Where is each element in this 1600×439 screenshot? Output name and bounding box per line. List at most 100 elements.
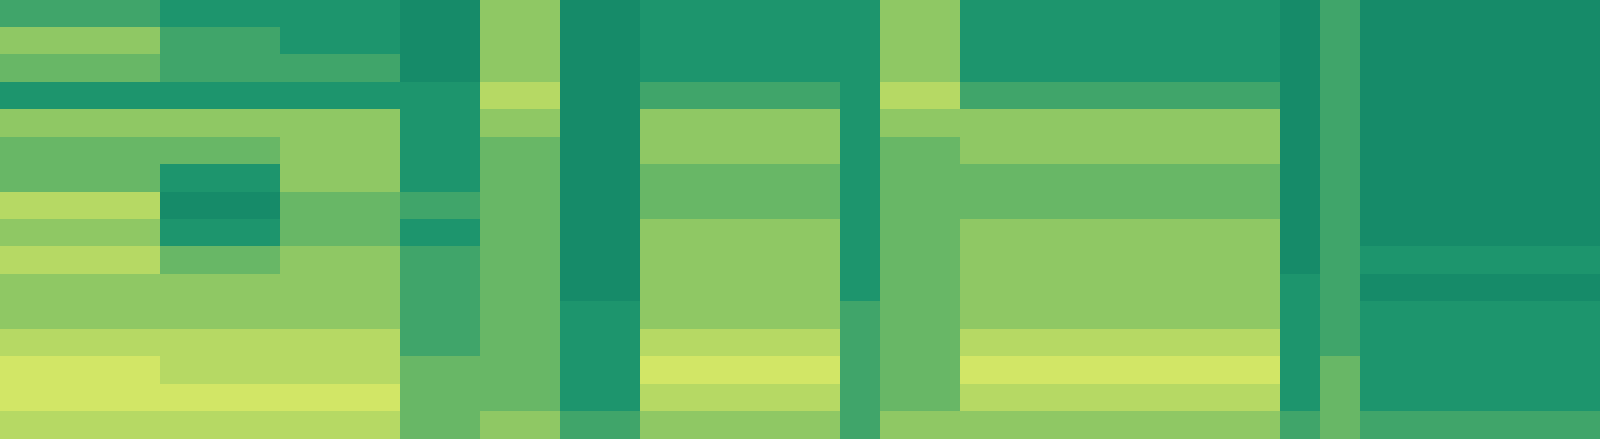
cell <box>1200 274 1240 302</box>
cell <box>1440 164 1480 193</box>
cell <box>240 219 280 247</box>
cell <box>1000 384 1040 412</box>
cell <box>120 164 160 193</box>
cell <box>80 356 120 385</box>
cell <box>120 384 160 412</box>
cell <box>920 246 960 275</box>
cell <box>1040 384 1080 412</box>
cell <box>1560 356 1600 385</box>
cell <box>280 274 320 302</box>
cell <box>840 27 880 55</box>
cell <box>1360 411 1400 439</box>
cell <box>1120 27 1160 55</box>
cell <box>1520 384 1560 412</box>
cell <box>1520 219 1560 247</box>
cell <box>1040 192 1080 220</box>
cell <box>920 82 960 110</box>
cell <box>840 329 880 357</box>
cell <box>1000 301 1040 330</box>
cell <box>440 137 480 165</box>
cell <box>1360 82 1400 110</box>
cell <box>640 137 680 165</box>
cell <box>1080 411 1120 439</box>
cell <box>440 109 480 138</box>
cell <box>1360 54 1400 83</box>
cell <box>120 109 160 138</box>
cell <box>120 246 160 275</box>
cell <box>1240 384 1280 412</box>
cell <box>1080 219 1120 247</box>
cell <box>1200 0 1240 28</box>
cell <box>1000 274 1040 302</box>
cell <box>1360 109 1400 138</box>
cell <box>920 411 960 439</box>
cell <box>120 301 160 330</box>
cell <box>1440 82 1480 110</box>
cell <box>480 164 520 193</box>
cell <box>520 329 560 357</box>
cell <box>160 27 200 55</box>
cell <box>80 0 120 28</box>
cell <box>1040 137 1080 165</box>
cell <box>1080 384 1120 412</box>
cell <box>40 301 80 330</box>
cell <box>760 329 800 357</box>
cell <box>80 246 120 275</box>
cell <box>1560 109 1600 138</box>
cell <box>760 54 800 83</box>
cell <box>120 192 160 220</box>
cell <box>880 54 920 83</box>
cell <box>720 301 760 330</box>
cell <box>800 109 840 138</box>
cell <box>400 411 440 439</box>
cell <box>320 356 360 385</box>
cell <box>120 54 160 83</box>
cell <box>840 0 880 28</box>
cell <box>960 274 1000 302</box>
cell <box>280 219 320 247</box>
cell <box>1320 411 1360 439</box>
cell <box>200 356 240 385</box>
cell <box>680 384 720 412</box>
cell <box>320 384 360 412</box>
cell <box>1200 164 1240 193</box>
cell <box>1360 274 1400 302</box>
cell <box>200 54 240 83</box>
cell <box>400 54 440 83</box>
cell <box>520 246 560 275</box>
cell <box>1080 0 1120 28</box>
cell <box>480 82 520 110</box>
cell <box>600 164 640 193</box>
cell <box>720 137 760 165</box>
cell <box>400 137 440 165</box>
cell <box>1160 411 1200 439</box>
cell <box>960 384 1000 412</box>
cell <box>0 192 40 220</box>
cell <box>280 384 320 412</box>
cell <box>1120 109 1160 138</box>
cell <box>1560 192 1600 220</box>
cell <box>520 219 560 247</box>
cell <box>320 329 360 357</box>
cell <box>360 411 400 439</box>
cell <box>840 164 880 193</box>
cell <box>560 384 600 412</box>
cell <box>1080 192 1120 220</box>
cell <box>240 27 280 55</box>
cell <box>560 137 600 165</box>
cell <box>120 274 160 302</box>
cell <box>1240 109 1280 138</box>
cell <box>1120 246 1160 275</box>
cell <box>1280 274 1320 302</box>
cell <box>360 82 400 110</box>
cell <box>1040 301 1080 330</box>
cell <box>1400 137 1440 165</box>
cell <box>280 411 320 439</box>
cell <box>1000 411 1040 439</box>
cell <box>1120 192 1160 220</box>
cell <box>200 411 240 439</box>
cell <box>520 82 560 110</box>
cell <box>1520 27 1560 55</box>
cell <box>680 356 720 385</box>
cell <box>600 246 640 275</box>
